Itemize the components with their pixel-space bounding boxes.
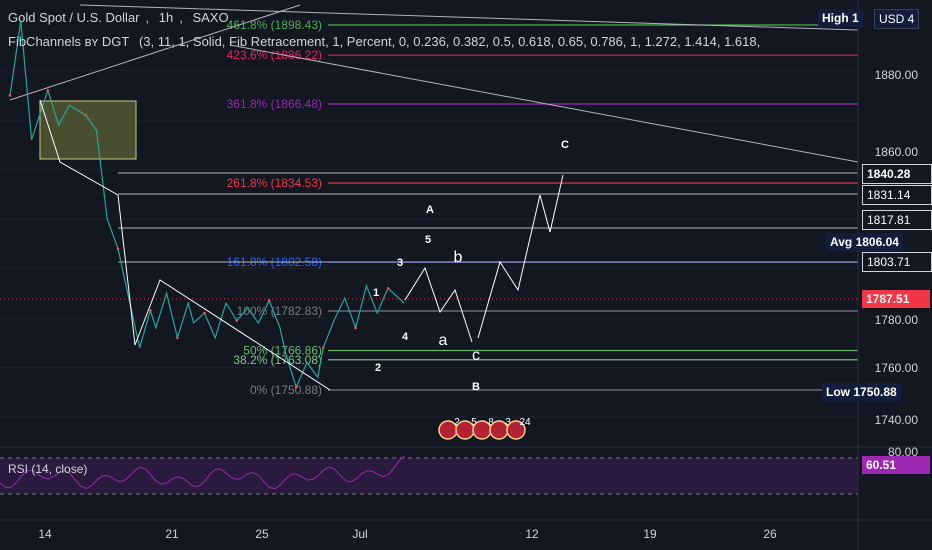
price-point xyxy=(8,94,12,97)
high-marker: High 1 xyxy=(818,9,863,27)
fib-level-label: 361.8% (1866.48) xyxy=(227,97,322,111)
data-source: SAXO xyxy=(192,10,229,25)
wave-label: 3 xyxy=(397,257,403,269)
trendline-upper[interactable] xyxy=(79,4,859,31)
indicator-params: (3, 11, 1, Solid, Fib Retracement, 1, Pe… xyxy=(138,34,761,49)
wave-label: A xyxy=(426,204,434,216)
chart-title: Gold Spot / U.S. Dollar, 1h, SAXO xyxy=(8,10,229,25)
symbol-name[interactable]: Gold Spot / U.S. Dollar xyxy=(8,10,140,25)
price-point xyxy=(267,299,271,302)
indicator-legend[interactable]: FibChannels ʙʏ DGT (3, 11, 1, Solid, Fib… xyxy=(8,34,766,49)
event-count: 24 xyxy=(519,417,531,428)
time-tick: 19 xyxy=(643,527,657,541)
fib-level-label: 38.2% (1763.08) xyxy=(233,353,322,367)
avg-value: 1806.04 xyxy=(855,235,899,249)
price-point xyxy=(386,286,390,290)
rsi-pane xyxy=(0,446,932,495)
price-point xyxy=(321,346,325,349)
price-tick: 1760.00 xyxy=(875,361,919,375)
level-tag-2: 1831.14 xyxy=(862,185,932,205)
fib-level-label: 423.6% (1886.22) xyxy=(227,48,322,62)
rsi-value-marker: 60.51 xyxy=(862,456,930,474)
price-point xyxy=(149,309,152,312)
event-count: 3 xyxy=(505,417,511,428)
price-tick: 1740.00 xyxy=(875,413,919,427)
interval[interactable]: 1h xyxy=(158,10,174,25)
price-tick: 1880.00 xyxy=(875,68,919,82)
event-count: 2 xyxy=(454,417,460,428)
rsi-legend[interactable]: RSI (14, close) xyxy=(8,462,88,476)
price-point xyxy=(235,319,239,322)
price-point xyxy=(294,385,298,389)
price-tick: 80.00 xyxy=(888,445,918,459)
time-tick: 21 xyxy=(165,527,179,541)
level-tag-3: 1817.81 xyxy=(862,210,932,230)
time-tick: 14 xyxy=(38,527,52,541)
time-tick: 25 xyxy=(255,527,269,541)
high-value: 1 xyxy=(852,11,859,25)
grid xyxy=(0,70,858,418)
wave-label: b xyxy=(454,249,463,266)
currency-button[interactable]: USD 4 xyxy=(874,9,920,29)
wave-label: 4 xyxy=(402,331,409,343)
price-point xyxy=(84,113,87,117)
price-point xyxy=(176,336,179,340)
high-label: High xyxy=(822,11,849,25)
rsi-band xyxy=(0,458,858,494)
price-point xyxy=(46,89,50,92)
event-count: 5 xyxy=(471,417,477,428)
last-price-marker: 1787.51 xyxy=(862,290,930,308)
fib-level-label: 461.8% (1898.43) xyxy=(227,18,322,32)
level-tag-4: 1803.71 xyxy=(862,252,932,272)
wave-label: C xyxy=(561,139,569,151)
avg-marker: Avg 1806.04 xyxy=(826,233,903,251)
level-tag-1: 1840.28 xyxy=(862,164,932,184)
wave-projection-a[interactable] xyxy=(404,266,473,343)
price-point xyxy=(354,326,357,330)
price-point xyxy=(116,247,120,251)
price-tick: 1860.00 xyxy=(875,145,919,159)
impulse-leg[interactable] xyxy=(39,99,331,391)
fib-level-label: 261.8% (1834.53) xyxy=(227,176,322,190)
low-marker: Low 1750.88 xyxy=(822,383,901,401)
trendline-short[interactable] xyxy=(9,4,301,101)
event-flag-icon[interactable] xyxy=(506,420,526,440)
time-tick: 26 xyxy=(763,527,777,541)
time-tick: Jul xyxy=(352,527,367,541)
price-axis[interactable]: 1880.00 1860.00 1780.00 1760.00 1740.00 80.00 xyxy=(875,68,919,459)
economic-events[interactable]: 2 5 8 3 24 xyxy=(438,417,531,440)
time-tick: 12 xyxy=(525,527,539,541)
wave-label: c xyxy=(472,347,480,364)
fib-level-label: 100% (1782.83) xyxy=(237,304,322,318)
low-value: 1750.88 xyxy=(853,385,897,399)
price-line xyxy=(9,21,405,389)
wave-projection-b[interactable] xyxy=(477,174,564,339)
event-count: 8 xyxy=(488,417,494,428)
low-label: Low xyxy=(826,385,850,399)
wave-label: 2 xyxy=(375,362,381,374)
wave-label: 5 xyxy=(425,234,431,246)
rsi-line xyxy=(0,455,406,490)
time-axis[interactable]: 14 21 25 Jul 12 19 26 xyxy=(38,527,777,541)
price-tick: 1780.00 xyxy=(875,313,919,327)
price-series xyxy=(8,21,405,389)
projection-path[interactable] xyxy=(39,99,564,391)
fib-level-label: 0% (1750.88) xyxy=(250,383,322,397)
wave-label: 1 xyxy=(373,287,379,299)
trendline-lower[interactable] xyxy=(229,44,859,163)
avg-label: Avg xyxy=(830,235,853,249)
wave-label: B xyxy=(472,381,480,393)
wave-label: a xyxy=(439,332,448,349)
wave-labels: 1 2 3 4 5 A B Ca b c xyxy=(373,139,569,393)
price-point xyxy=(203,311,206,315)
indicator-name[interactable]: FibChannels ʙʏ DGT xyxy=(8,34,130,49)
